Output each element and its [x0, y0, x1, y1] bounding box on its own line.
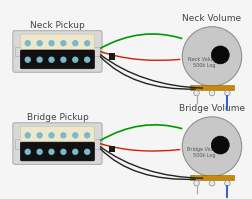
Circle shape — [49, 57, 54, 62]
Bar — [92, 47, 100, 56]
Text: Bridge Pickup: Bridge Pickup — [26, 113, 88, 122]
Text: Neck Pickup: Neck Pickup — [30, 21, 84, 30]
Circle shape — [49, 133, 54, 138]
Circle shape — [210, 46, 228, 64]
Bar — [15, 47, 23, 56]
FancyBboxPatch shape — [20, 126, 94, 145]
Circle shape — [224, 90, 229, 96]
Circle shape — [210, 136, 228, 154]
Text: Bridge Volume
500k Log: Bridge Volume 500k Log — [186, 147, 222, 158]
FancyBboxPatch shape — [13, 123, 102, 164]
Circle shape — [25, 41, 30, 46]
Circle shape — [61, 41, 66, 46]
Bar — [15, 139, 23, 148]
Circle shape — [224, 180, 229, 186]
Text: Neck Volume
500k Log: Neck Volume 500k Log — [188, 57, 220, 68]
Circle shape — [84, 41, 89, 46]
Circle shape — [25, 57, 30, 62]
Circle shape — [84, 149, 89, 154]
Circle shape — [84, 133, 89, 138]
Circle shape — [73, 57, 77, 62]
Circle shape — [37, 133, 42, 138]
Circle shape — [73, 41, 77, 46]
Bar — [109, 54, 114, 60]
Bar — [189, 85, 233, 90]
Circle shape — [61, 57, 66, 62]
Bar — [109, 145, 114, 152]
Circle shape — [25, 133, 30, 138]
Circle shape — [73, 149, 77, 154]
Circle shape — [208, 180, 214, 186]
FancyBboxPatch shape — [13, 31, 102, 72]
Circle shape — [37, 149, 42, 154]
Circle shape — [37, 41, 42, 46]
Circle shape — [49, 149, 54, 154]
Circle shape — [25, 149, 30, 154]
Circle shape — [84, 57, 89, 62]
Circle shape — [193, 180, 199, 186]
Text: Neck Volume: Neck Volume — [182, 14, 241, 23]
Circle shape — [37, 57, 42, 62]
Text: Bridge Volume: Bridge Volume — [178, 104, 244, 113]
Circle shape — [49, 41, 54, 46]
FancyBboxPatch shape — [20, 50, 94, 69]
FancyBboxPatch shape — [20, 142, 94, 161]
FancyBboxPatch shape — [20, 34, 94, 53]
Circle shape — [61, 133, 66, 138]
Bar — [189, 175, 233, 180]
Circle shape — [181, 117, 241, 176]
Circle shape — [73, 133, 77, 138]
Circle shape — [208, 90, 214, 96]
Circle shape — [61, 149, 66, 154]
Bar — [92, 139, 100, 148]
Circle shape — [181, 27, 241, 86]
Circle shape — [193, 90, 199, 96]
